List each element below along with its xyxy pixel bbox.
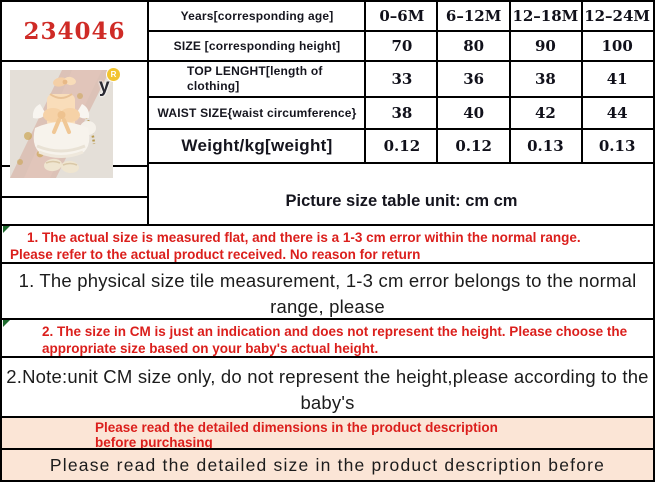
- notice-red-2-line-2: appropriate size based on your baby's ac…: [42, 341, 379, 356]
- table-cell: 12–24M: [584, 7, 651, 25]
- table-cell: 44: [606, 104, 628, 122]
- table-cell: 38: [391, 104, 413, 122]
- notice-red-1-line-1: 1. The actual size is measured flat, and…: [27, 230, 581, 245]
- product-code: 234046: [23, 17, 126, 45]
- notice-red-3: Please read the detailed dimensions in t…: [0, 416, 655, 450]
- baby-dress-illustration: [10, 70, 113, 178]
- notice-red-1-line-2: Please refer to the actual product recei…: [10, 247, 421, 262]
- grid-line: [581, 0, 583, 164]
- grid-line: [148, 162, 655, 164]
- table-cell: 90: [534, 37, 556, 55]
- grid-line: [436, 0, 438, 164]
- watermark-letter: y: [99, 76, 110, 97]
- grid-line: [148, 128, 655, 130]
- table-row: 0–6M 6–12M 12–18M 12–24M: [366, 2, 653, 30]
- registered-trademark-badge: R: [107, 68, 120, 81]
- notice-black-1: 1. The physical size tile measurement, 1…: [0, 262, 655, 343]
- table-cell: 0–6M: [379, 7, 425, 25]
- grid-line: [509, 0, 511, 164]
- table-cell: 40: [463, 104, 485, 122]
- grid-line: [148, 30, 655, 32]
- notice-red-1: 1. The actual size is measured flat, and…: [0, 224, 655, 264]
- table-cell: 6–12M: [445, 7, 502, 25]
- notice-red-2: 2. The size in CM is just an indication …: [0, 318, 655, 358]
- table-cell: 0.13: [598, 137, 636, 155]
- grid-line: [0, 196, 148, 198]
- notice-black-2-line-1: 2.Note:unit CM size only, do not represe…: [6, 366, 649, 413]
- row-label-top-length: TOP LENGHT[length of clothing]: [187, 64, 323, 93]
- row-label-weight: Weight/kg[weight]: [181, 136, 333, 156]
- product-photo: [10, 70, 113, 178]
- grid-line: [0, 60, 655, 62]
- table-cell: 70: [391, 37, 413, 55]
- notice-red-2-line-1: 2. The size in CM is just an indication …: [42, 324, 628, 339]
- table-row: 33 36 38 41: [366, 62, 653, 96]
- table-cell: 0.12: [383, 137, 421, 155]
- table-cell: 12–18M: [512, 7, 579, 25]
- row-label-waist: WAIST SIZE{waist circumference}: [157, 105, 357, 120]
- table-cell: 0.12: [455, 137, 492, 155]
- table-cell: 33: [391, 70, 413, 88]
- table-cell: 38: [534, 70, 556, 88]
- table-row: 70 80 90 100: [366, 32, 653, 60]
- table-row: 0.12 0.12 0.13 0.13: [366, 130, 653, 162]
- notice-black-3-line: Please read the detailed size in the pro…: [49, 455, 606, 475]
- grid-line: [148, 96, 655, 98]
- table-cell: 42: [534, 104, 556, 122]
- notice-red-3-line-2: before purchasing: [95, 435, 213, 450]
- notice-red-3-line-1: Please read the detailed dimensions in t…: [95, 420, 498, 435]
- grid-line: [0, 0, 655, 2]
- table-cell: 41: [606, 70, 628, 88]
- corner-marker-icon: [3, 320, 10, 327]
- table-cell: 80: [463, 37, 485, 55]
- notice-black-2: 2.Note:unit CM size only, do not represe…: [0, 356, 655, 439]
- notice-black-3: Please read the detailed size in the pro…: [0, 448, 655, 482]
- grid-line: [364, 0, 366, 164]
- unit-caption: Picture size table unit: cm cm: [285, 191, 518, 210]
- row-label-years: Years[corresponding age]: [180, 8, 334, 23]
- grid-line: [653, 0, 655, 226]
- row-label-size: SIZE [corresponding height]: [173, 38, 341, 53]
- table-row: 38 40 42 44: [366, 98, 653, 128]
- table-cell: 36: [463, 70, 485, 88]
- grid-line: [0, 0, 2, 226]
- corner-marker-icon: [3, 226, 10, 233]
- grid-line: [147, 0, 149, 226]
- table-cell: 0.13: [527, 137, 564, 155]
- notice-black-1-line-1: 1. The physical size tile measurement, 1…: [18, 270, 637, 317]
- table-cell: 100: [601, 37, 633, 55]
